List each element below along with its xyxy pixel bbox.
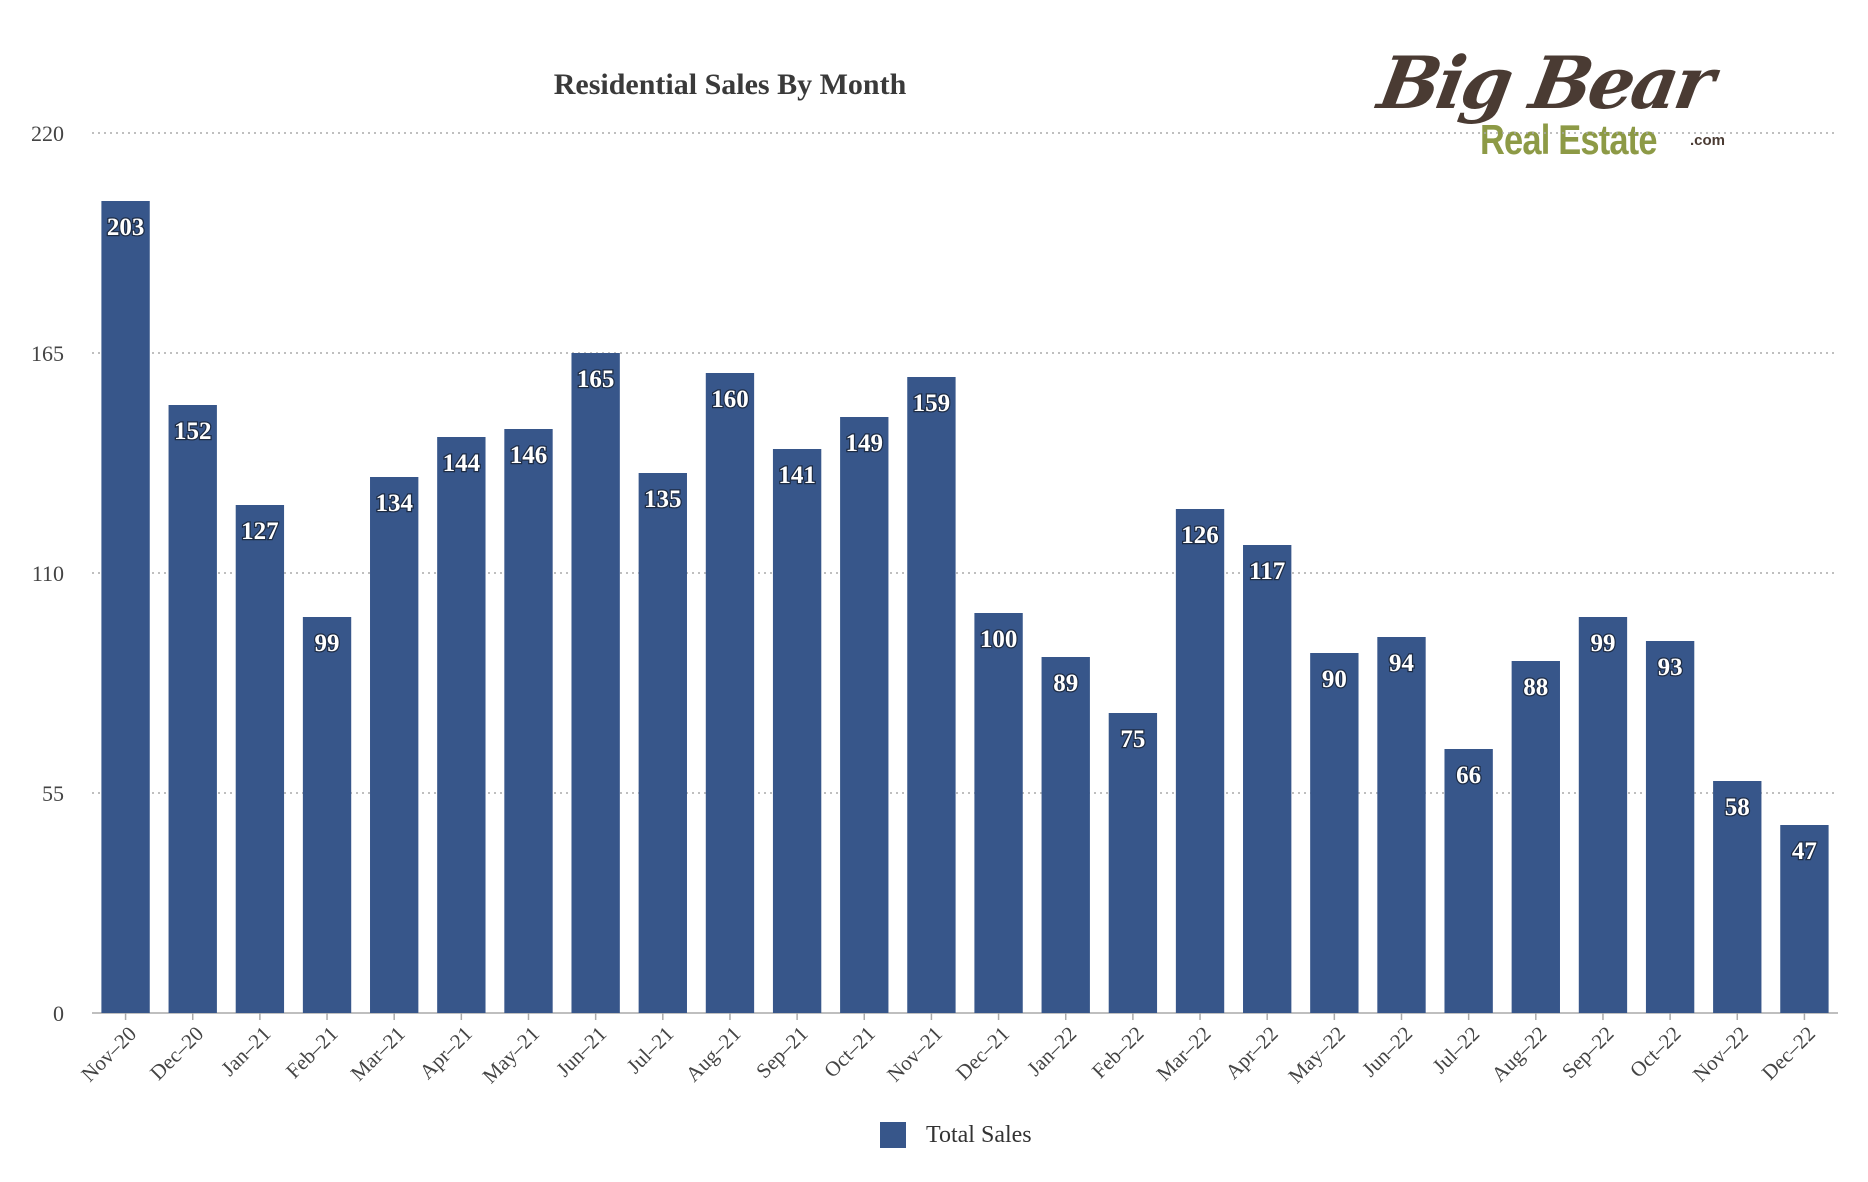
- bar: [571, 353, 620, 1013]
- bar: [638, 473, 687, 1013]
- data-label: 141: [778, 462, 816, 489]
- bar: [1444, 749, 1493, 1013]
- x-tick-label: Nov–20: [76, 1022, 141, 1087]
- x-tick-label: Jan–22: [1022, 1022, 1081, 1081]
- bar: [1041, 657, 1090, 1013]
- x-tick-label: Oct–21: [819, 1022, 880, 1083]
- bar: [1780, 825, 1829, 1013]
- x-tick-label: May–22: [1283, 1022, 1349, 1088]
- bar: [1108, 713, 1158, 1013]
- data-label: 100: [980, 626, 1018, 653]
- bar: [437, 437, 486, 1013]
- bar: [1377, 637, 1426, 1013]
- x-tick-label: Jul–21: [622, 1022, 679, 1079]
- bar: [168, 405, 217, 1013]
- data-label: 58: [1725, 794, 1750, 821]
- data-label: 99: [1590, 630, 1615, 657]
- x-tick-label: Nov–22: [1688, 1022, 1753, 1087]
- x-tick-label: Nov–21: [882, 1022, 947, 1087]
- y-tick-label: 0: [53, 1001, 64, 1026]
- data-label: 126: [1181, 522, 1219, 549]
- data-label: 89: [1053, 670, 1078, 697]
- x-tick-label: Aug–22: [1487, 1022, 1552, 1087]
- x-tick-label: Dec–21: [951, 1022, 1014, 1085]
- x-tick-label: May–21: [478, 1022, 544, 1088]
- bar: [1578, 617, 1628, 1013]
- x-tick-label: Mar–22: [1152, 1022, 1216, 1086]
- x-tick-label: Aug–21: [681, 1022, 746, 1087]
- bar: [705, 373, 755, 1013]
- bar: [1511, 661, 1560, 1013]
- y-tick-label: 165: [31, 341, 64, 366]
- bar: [370, 477, 419, 1013]
- logo-suffix: .com: [1690, 132, 1726, 149]
- x-tick-label: Apr–21: [415, 1022, 477, 1084]
- data-label: 99: [315, 630, 340, 657]
- y-tick-label: 220: [31, 121, 64, 146]
- legend: Total Sales: [880, 1120, 1032, 1150]
- data-label: 144: [443, 450, 481, 477]
- data-label: 88: [1523, 674, 1548, 701]
- data-label: 160: [711, 386, 749, 413]
- y-tick-label: 55: [42, 781, 64, 806]
- bar: [840, 417, 889, 1013]
- data-label: 93: [1658, 654, 1683, 681]
- data-label: 66: [1456, 762, 1481, 789]
- data-label: 94: [1389, 650, 1415, 677]
- data-label: 90: [1322, 666, 1347, 693]
- x-tick-label: Jun–21: [551, 1022, 611, 1082]
- data-label: 135: [644, 486, 682, 513]
- data-label: 47: [1792, 838, 1817, 865]
- x-tick-label: Feb–22: [1087, 1022, 1149, 1084]
- x-tick-label: Jun–22: [1357, 1022, 1417, 1082]
- bar: [772, 449, 822, 1013]
- legend-swatch: [880, 1122, 906, 1148]
- bar: [1645, 641, 1695, 1013]
- data-label: 159: [913, 390, 951, 417]
- x-tick-label: Oct–22: [1625, 1022, 1686, 1083]
- data-label: 149: [846, 430, 884, 457]
- data-label: 117: [1249, 558, 1285, 585]
- logo-line2: Real Estate: [1480, 116, 1657, 163]
- x-tick-label: Apr–22: [1220, 1022, 1282, 1084]
- bar: [235, 505, 285, 1013]
- bar: [504, 429, 553, 1013]
- data-label: 134: [375, 490, 413, 517]
- bar: [907, 377, 956, 1013]
- data-label: 146: [510, 442, 548, 469]
- data-label: 203: [107, 214, 145, 241]
- bar: [302, 617, 352, 1013]
- data-label: 127: [241, 518, 279, 545]
- x-tick-label: Sep–22: [1557, 1022, 1619, 1084]
- bar: [1713, 781, 1762, 1013]
- x-tick-label: Mar–21: [346, 1022, 410, 1086]
- x-tick-label: Sep–21: [751, 1022, 813, 1084]
- data-label: 165: [577, 366, 615, 393]
- data-label: 152: [174, 418, 212, 445]
- bar: [1310, 653, 1359, 1013]
- x-tick-label: Feb–21: [281, 1022, 343, 1084]
- bar: [974, 613, 1023, 1013]
- bar: [1243, 545, 1292, 1013]
- x-tick-label: Dec–22: [1757, 1022, 1820, 1085]
- legend-label: Total Sales: [926, 1121, 1032, 1148]
- x-tick-label: Jul–22: [1428, 1022, 1485, 1079]
- x-tick-label: Jan–21: [216, 1022, 275, 1081]
- data-label: 75: [1120, 726, 1145, 753]
- bar: [101, 201, 150, 1013]
- bar: [1175, 509, 1225, 1013]
- chart-title: Residential Sales By Month: [553, 68, 907, 101]
- big-bear-real-estate-logo: Big Bear Real Estate .com: [1365, 40, 1735, 170]
- x-tick-label: Dec–20: [145, 1022, 208, 1085]
- y-tick-label: 110: [32, 561, 64, 586]
